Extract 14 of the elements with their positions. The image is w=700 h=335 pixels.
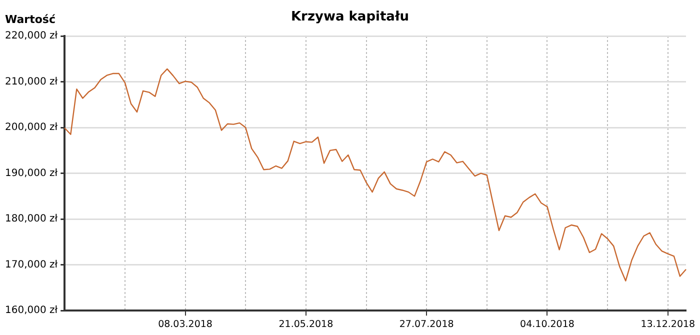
y-tick-label: 180,000 zł bbox=[4, 214, 58, 225]
x-tick-label: 13.12.2018 bbox=[640, 318, 696, 330]
y-tick-label: 160,000 zł bbox=[4, 305, 58, 316]
y-tick-label: 200,000 zł bbox=[4, 122, 58, 134]
x-tick-label: 04.10.2018 bbox=[520, 318, 574, 330]
y-tick-label: 190,000 zł bbox=[4, 168, 58, 179]
x-tick-label: 21.05.2018 bbox=[278, 318, 334, 330]
y-axis-title: Wartość bbox=[5, 12, 56, 26]
chart-title: Krzywa kapitału bbox=[290, 9, 410, 24]
y-tick-label: 210,000 zł bbox=[4, 76, 58, 88]
x-tick-label: 27.07.2018 bbox=[399, 318, 454, 330]
x-tick-label: 08.03.2018 bbox=[158, 318, 212, 330]
y-tick-label: 170,000 zł bbox=[4, 259, 58, 270]
y-tick-label: 220,000 zł bbox=[4, 30, 58, 42]
